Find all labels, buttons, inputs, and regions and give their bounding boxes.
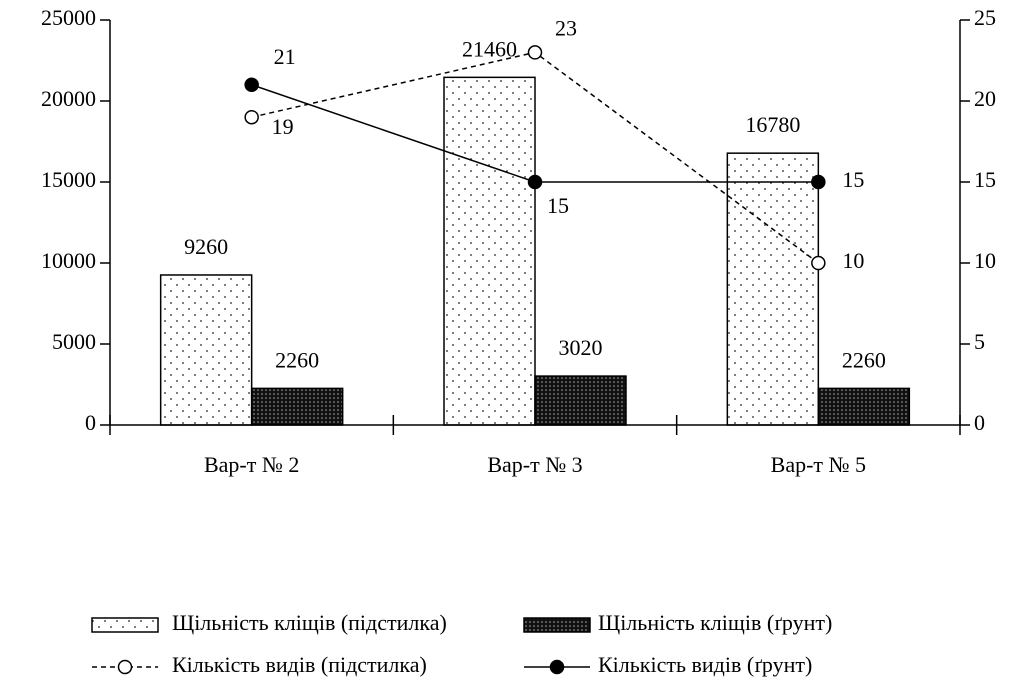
legend-swatch <box>91 617 159 633</box>
y2-tick-label: 15 <box>974 167 996 192</box>
bar <box>534 375 627 426</box>
y-tick-label: 20000 <box>41 86 96 111</box>
line-value-label: 21 <box>274 44 296 69</box>
line-marker <box>811 174 826 190</box>
bar <box>159 274 253 426</box>
legend-label: Щільність кліщів (ґрунт) <box>598 610 832 635</box>
line-marker <box>811 255 826 271</box>
bar-value-label: 2260 <box>275 347 319 372</box>
line-value-label: 15 <box>842 167 864 192</box>
y2-tick-label: 20 <box>974 86 996 111</box>
x-tick-label: Вар-т № 2 <box>204 452 299 477</box>
bar <box>817 387 911 426</box>
line-marker <box>527 174 543 190</box>
line-value-label: 23 <box>555 15 577 40</box>
legend-label: Щільність кліщів (підстилка) <box>172 610 447 635</box>
bar-value-label: 21460 <box>462 36 517 61</box>
line-value-label: 10 <box>842 248 864 273</box>
bar <box>250 387 344 426</box>
line-marker <box>527 45 543 60</box>
line-marker <box>244 77 259 93</box>
bar <box>443 76 536 426</box>
x-tick-label: Вар-т № 5 <box>771 452 866 477</box>
bar <box>726 152 820 426</box>
y2-tick-label: 0 <box>974 410 985 435</box>
x-tick-label: Вар-т № 3 <box>487 452 582 477</box>
bar-value-label: 2260 <box>842 347 886 372</box>
y-tick-label: 5000 <box>52 329 96 354</box>
bar-value-label: 9260 <box>184 234 228 259</box>
legend-swatch <box>523 617 591 633</box>
legend-marker <box>117 659 133 675</box>
legend-label: Кількість видів (підстилка) <box>172 652 427 677</box>
y2-tick-label: 25 <box>974 5 996 30</box>
y2-tick-label: 5 <box>974 329 985 354</box>
bar-value-label: 16780 <box>745 112 800 137</box>
line-value-label: 19 <box>272 114 294 139</box>
legend-marker <box>549 659 565 675</box>
line-marker <box>244 109 259 125</box>
y-tick-label: 25000 <box>41 5 96 30</box>
bar-value-label: 3020 <box>559 335 603 360</box>
y2-tick-label: 10 <box>974 248 996 273</box>
line-value-label: 15 <box>547 193 569 218</box>
legend-label: Кількість видів (ґрунт) <box>598 652 812 677</box>
y-tick-label: 15000 <box>41 167 96 192</box>
y-tick-label: 10000 <box>41 248 96 273</box>
y-tick-label: 0 <box>85 410 96 435</box>
